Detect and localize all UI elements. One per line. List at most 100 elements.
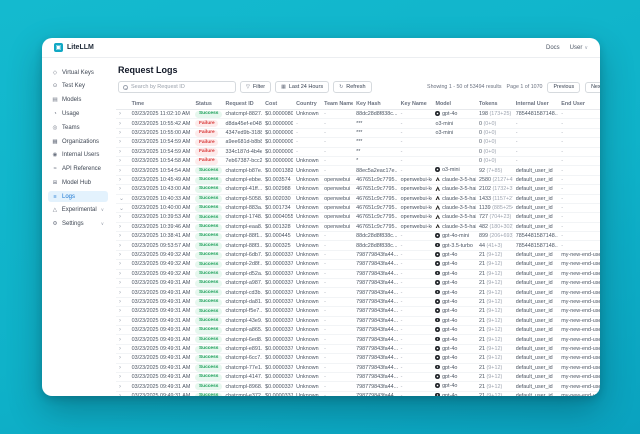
- cell-key-hash[interactable]: 798779843fa44...: [353, 391, 398, 396]
- chevron-right-icon[interactable]: ›: [119, 148, 121, 155]
- cell-request-id[interactable]: chatcmpl-eaa8...: [222, 222, 263, 233]
- cell-key-hash[interactable]: 467651c9c7795...: [353, 194, 398, 204]
- chevron-right-icon[interactable]: ›: [119, 270, 121, 277]
- table-row[interactable]: › 03/23/2025 09:49:31 AM Success chatcmpl-e…: [116, 344, 600, 355]
- cell-key-hash[interactable]: 798779843fa44...: [353, 306, 398, 317]
- cell-request-id[interactable]: 4347ed9b-3188...: [222, 128, 263, 139]
- table-row[interactable]: › 03/23/2025 10:54:59 AM Failure a9ee681d-b…: [116, 137, 600, 148]
- cell-request-id[interactable]: chatcmpl-1748...: [222, 212, 263, 223]
- chevron-right-icon[interactable]: ›: [119, 120, 121, 127]
- table-row[interactable]: › 03/23/2025 09:53:57 AM Success chatcmpl-8…: [116, 240, 600, 251]
- table-row[interactable]: › 03/23/2025 10:54:59 AM Failure 334c187d-4…: [116, 147, 600, 157]
- cell-key-hash[interactable]: 798779843fa44...: [353, 353, 398, 364]
- cell-request-id[interactable]: chatcmpl-b87e...: [222, 165, 263, 176]
- cell-key-hash[interactable]: 798779843fa44...: [353, 363, 398, 373]
- cell-key-hash[interactable]: 798779843fa44...: [353, 372, 398, 383]
- chevron-right-icon[interactable]: ›: [119, 383, 121, 390]
- sidebar-item-models[interactable]: ▤ Models: [48, 95, 108, 106]
- chevron-right-icon[interactable]: ›: [119, 392, 121, 396]
- cell-key-hash[interactable]: *: [353, 156, 398, 167]
- sidebar-item-test-key[interactable]: ⊙ Test Key: [48, 81, 108, 92]
- sidebar-item-api-reference[interactable]: ≈ API Reference: [48, 163, 108, 174]
- request-id-search[interactable]: [118, 81, 236, 93]
- table-row[interactable]: › 03/23/2025 09:49:31 AM Success chatcmpl-4…: [116, 316, 600, 327]
- brand[interactable]: ▣ LiteLLM: [54, 43, 94, 52]
- cell-request-id[interactable]: chatcmpl-8968...: [222, 381, 263, 392]
- chevron-right-icon[interactable]: ›: [119, 317, 121, 324]
- sidebar-item-experimental[interactable]: △ Experimental ∨: [48, 205, 108, 216]
- cell-key-hash[interactable]: 467651c9c7795...: [353, 175, 398, 186]
- cell-request-id[interactable]: chatcmpl-f5e7...: [222, 306, 263, 317]
- cell-key-hash[interactable]: 798779843fa44...: [353, 297, 398, 308]
- sidebar-item-usage[interactable]: ◔ Usage: [48, 108, 108, 119]
- cell-request-id[interactable]: chatcmpl-88f1...: [222, 231, 263, 242]
- cell-request-id[interactable]: chatcmpl-ebbe...: [222, 175, 263, 186]
- table-row[interactable]: › 03/23/2025 11:02:10 AM Success chatcmpl-8…: [116, 109, 600, 120]
- table-row[interactable]: › 03/23/2025 09:49:31 AM Success chatcmpl-8…: [116, 381, 600, 392]
- cell-key-hash[interactable]: 798779843fa44...: [353, 287, 398, 298]
- cell-request-id[interactable]: chatcmpl-a865...: [222, 325, 263, 336]
- cell-key-hash[interactable]: 467651c9c7795...: [353, 203, 398, 214]
- chevron-right-icon[interactable]: ›: [119, 242, 121, 249]
- cell-key-hash[interactable]: 467651c9c7795...: [353, 212, 398, 223]
- chevron-right-icon[interactable]: ›: [119, 261, 121, 268]
- chevron-right-icon[interactable]: ›: [119, 223, 121, 230]
- table-row[interactable]: › 03/23/2025 10:38:41 AM Success chatcmpl-8…: [116, 231, 600, 242]
- chevron-right-icon[interactable]: ›: [119, 280, 121, 287]
- chevron-right-icon[interactable]: ›: [119, 364, 121, 371]
- cell-key-hash[interactable]: 88dc28d8f838c...: [353, 240, 398, 251]
- cell-key-hash[interactable]: 798779843fa44...: [353, 381, 398, 392]
- sidebar-item-organizations[interactable]: ▦ Organizations: [48, 136, 108, 147]
- chevron-down-icon[interactable]: ⌄: [119, 196, 125, 203]
- cell-request-id[interactable]: chatcmpl-6ed8...: [222, 334, 263, 345]
- cell-key-hash[interactable]: 798779843fa44...: [353, 250, 398, 261]
- cell-key-hash[interactable]: 88dc28d8f838c...: [353, 109, 398, 120]
- cell-request-id[interactable]: chatcmpl-883a...: [222, 203, 263, 214]
- cell-key-hash[interactable]: 798779843fa44...: [353, 278, 398, 289]
- chevron-right-icon[interactable]: ›: [119, 158, 121, 165]
- sidebar-item-settings[interactable]: ⚙ Settings ∨: [48, 219, 108, 230]
- cell-key-hash[interactable]: 798779843fa44...: [353, 269, 398, 280]
- sidebar-item-model-hub[interactable]: ⊞ Model Hub: [48, 177, 108, 188]
- table-row[interactable]: › 03/23/2025 10:39:53 AM Success chatcmpl-1…: [116, 212, 600, 223]
- table-row[interactable]: › 03/23/2025 09:49:32 AM Success chatcmpl-2…: [116, 259, 600, 270]
- chevron-right-icon[interactable]: ›: [119, 374, 121, 381]
- cell-request-id[interactable]: chatcmpl-e891...: [222, 344, 263, 355]
- cell-request-id[interactable]: chatcmpl-6db7...: [222, 250, 263, 261]
- cell-request-id[interactable]: chatcmpl-cd3b...: [222, 287, 263, 298]
- cell-key-hash[interactable]: **: [353, 147, 398, 157]
- cell-key-hash[interactable]: 798779843fa44...: [353, 334, 398, 345]
- chevron-right-icon[interactable]: ›: [119, 176, 121, 183]
- chevron-right-icon[interactable]: ›: [119, 214, 121, 221]
- cell-key-hash[interactable]: 467651c9c7795...: [353, 184, 398, 195]
- cell-key-hash[interactable]: 798779843fa44...: [353, 316, 398, 327]
- chevron-right-icon[interactable]: ›: [119, 289, 121, 296]
- table-row[interactable]: › 03/23/2025 09:49:32 AM Success chatcmpl-6…: [116, 250, 600, 261]
- chevron-right-icon[interactable]: ›: [119, 233, 121, 240]
- filter-button[interactable]: ▽ Filter: [240, 81, 272, 93]
- table-row[interactable]: › 03/23/2025 09:49:31 AM Success chatcmpl-c…: [116, 287, 600, 298]
- table-row[interactable]: › 03/23/2025 10:45:49 AM Success chatcmpl-e…: [116, 175, 600, 186]
- table-row[interactable]: › 03/23/2025 09:49:31 AM Success chatcmpl-a…: [116, 325, 600, 336]
- chevron-right-icon[interactable]: ›: [119, 167, 121, 174]
- cell-key-hash[interactable]: 798779843fa44...: [353, 259, 398, 270]
- cell-request-id[interactable]: chatcmpl-da81...: [222, 297, 263, 308]
- chevron-right-icon[interactable]: ›: [119, 139, 121, 146]
- cell-key-hash[interactable]: ***: [353, 137, 398, 148]
- table-row[interactable]: › 03/23/2025 09:49:32 AM Success chatcmpl-d…: [116, 269, 600, 280]
- chevron-right-icon[interactable]: ›: [119, 345, 121, 352]
- cell-request-id[interactable]: 7eb67387-bcc2...: [222, 156, 263, 167]
- previous-page-button[interactable]: Previous: [547, 81, 581, 93]
- user-menu[interactable]: User ∨: [569, 44, 588, 51]
- chevron-right-icon[interactable]: ›: [119, 111, 121, 118]
- table-row[interactable]: › 03/23/2025 10:55:42 AM Failure d8da45ef-e…: [116, 118, 600, 129]
- table-row[interactable]: › 03/23/2025 09:49:31 AM Success chatcmpl-4…: [116, 372, 600, 383]
- chevron-right-icon[interactable]: ›: [119, 299, 121, 305]
- time-range-button[interactable]: ▦ Last 24 Hours: [275, 81, 330, 93]
- chevron-right-icon[interactable]: ›: [119, 355, 121, 362]
- table-row[interactable]: › 03/23/2025 09:49:31 AM Success chatcmpl-e…: [116, 391, 600, 396]
- cell-request-id[interactable]: d8da45ef-e048...: [222, 118, 263, 129]
- table-row[interactable]: › 03/23/2025 09:49:31 AM Success chatcmpl-d…: [116, 297, 600, 308]
- refresh-button[interactable]: ↻ Refresh: [333, 81, 372, 93]
- cell-request-id[interactable]: chatcmpl-41ff...: [222, 184, 263, 195]
